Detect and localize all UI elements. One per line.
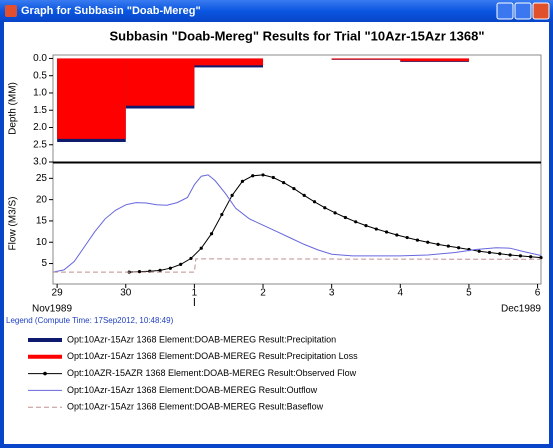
legend-marker	[43, 371, 47, 376]
x-tick-label: 5	[466, 288, 472, 299]
flow-marker	[539, 255, 543, 260]
window-title: Graph for Subbasin "Doab-Mereg"	[21, 5, 201, 17]
flow-marker	[508, 253, 512, 257]
legend-label: Opt:10Azr-15Azr 1368 Element:DOAB-MEREG …	[67, 334, 336, 344]
flow-marker	[354, 220, 358, 224]
y-axis-label: Flow (M3/S)	[8, 197, 19, 251]
flow-line	[53, 258, 542, 273]
flow-marker	[477, 249, 481, 253]
y-tick-label: 1.5	[33, 105, 47, 116]
chart-title: Subbasin "Doab-Mereg" Results for Trial …	[109, 28, 484, 43]
flow-marker	[261, 173, 265, 177]
legend-label: Opt:10Azr-15Azr 1368 Element:DOAB-MEREG …	[67, 351, 358, 361]
minimize-button[interactable]	[496, 2, 514, 20]
title-bar	[0, 0, 553, 22]
x-tick-label: 4	[398, 288, 404, 299]
flow-marker	[487, 250, 492, 255]
y-tick-label: 25	[36, 173, 48, 184]
x-tick-label: 1	[192, 288, 198, 299]
plot-area	[52, 162, 542, 285]
depth-bar	[57, 58, 126, 139]
y-axis-label: Depth (MM)	[8, 82, 19, 135]
flow-marker	[220, 212, 224, 217]
depth-bar	[331, 58, 401, 60]
flow-marker	[415, 238, 420, 242]
date-label: Nov1989	[32, 304, 72, 315]
y-tick-label: 15	[36, 216, 48, 227]
flow-marker	[271, 175, 275, 180]
legend-label: Opt:10Azr-15Azr 1368 Element:DOAB-MEREG …	[67, 402, 324, 412]
flow-marker	[199, 246, 203, 250]
flow-marker	[282, 180, 286, 185]
y-tick-label: 2.0	[33, 122, 47, 133]
depth-bar	[125, 58, 195, 106]
flow-marker	[323, 206, 327, 210]
flow-marker	[426, 240, 430, 244]
y-tick-label: 0.5	[33, 70, 47, 81]
flow-marker	[312, 200, 317, 204]
close-button[interactable]	[532, 2, 550, 20]
flow-marker	[240, 179, 245, 183]
window-icon	[5, 5, 17, 17]
flow-marker	[529, 255, 533, 259]
y-tick-label: 20	[36, 194, 48, 205]
flow-marker	[333, 211, 337, 215]
flow-marker	[446, 244, 450, 248]
legend-title: Legend (Compute Time: 17Sep2012, 10:48:4…	[6, 316, 174, 325]
flow-marker	[168, 266, 172, 270]
flow-marker	[302, 193, 306, 197]
flow-marker	[374, 227, 378, 231]
flow-marker	[364, 224, 368, 228]
x-tick-label: 3	[329, 288, 335, 299]
x-tick-label: 2	[260, 288, 266, 299]
y-tick-label: 10	[36, 237, 48, 248]
y-tick-label: 2.5	[33, 139, 47, 150]
flow-marker	[189, 256, 193, 261]
legend-label: Opt:10AZR-15AZR 1368 Element:DOAB-MEREG …	[67, 368, 357, 378]
flow-marker	[179, 262, 183, 267]
flow-marker	[457, 246, 461, 250]
x-tick-label: 29	[52, 288, 64, 299]
x-tick-label: 30	[120, 288, 132, 299]
y-tick-label: 5	[41, 258, 47, 269]
flow-marker	[405, 235, 409, 240]
flow-marker	[209, 232, 214, 236]
window-buttons[interactable]	[496, 2, 550, 20]
maximize-button[interactable]	[514, 2, 532, 20]
flow-marker	[251, 174, 255, 178]
flow-marker	[436, 242, 440, 246]
legend-label: Opt:10Azr-15Azr 1368 Element:DOAB-MEREG …	[67, 385, 318, 395]
flow-marker	[518, 254, 523, 258]
flow-marker	[498, 252, 502, 256]
y-tick-label: 1.0	[33, 88, 47, 99]
flow-marker	[292, 186, 296, 191]
depth-bar	[194, 58, 264, 66]
flow-marker	[343, 215, 347, 220]
flow-marker	[230, 193, 234, 197]
flow-line	[52, 174, 542, 273]
date-label: Dec1989	[501, 304, 541, 315]
flow-marker	[158, 268, 162, 272]
depth-bar	[400, 58, 469, 62]
flow-marker	[384, 230, 389, 234]
flow-marker	[395, 233, 399, 237]
flow-marker	[137, 270, 142, 274]
y-tick-label: 3.0	[33, 157, 47, 168]
x-tick-label: 6	[535, 288, 541, 299]
y-tick-label: 0.0	[33, 53, 47, 64]
